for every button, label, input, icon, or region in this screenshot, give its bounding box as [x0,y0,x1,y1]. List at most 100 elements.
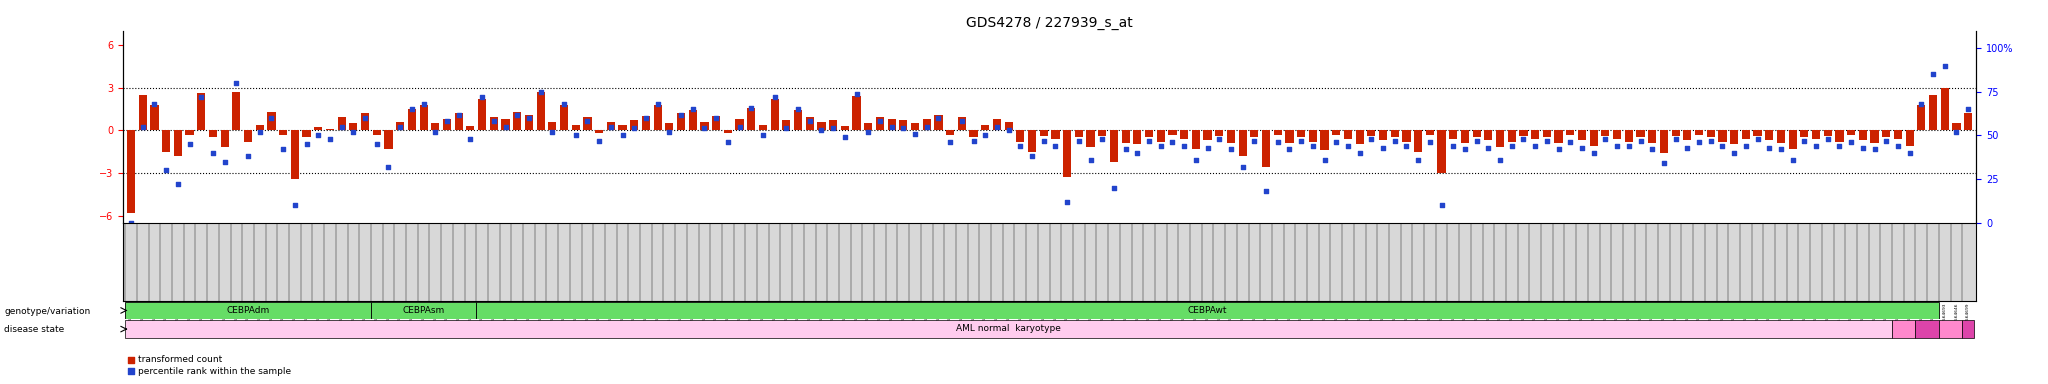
Title: GDS4278 / 227939_s_at: GDS4278 / 227939_s_at [967,16,1133,30]
Point [1706,143,1739,149]
Point [559,132,592,139]
Point [115,220,147,226]
Bar [1040,130,1049,136]
Point [1810,136,1843,142]
Point [1892,150,1925,156]
Bar [350,123,358,130]
Point [911,124,944,130]
Bar [1016,130,1024,142]
Point [887,126,920,132]
Bar [1860,130,1868,140]
Point [1647,160,1679,166]
Bar [748,108,756,130]
Point [1460,137,1493,144]
Point [618,126,651,132]
Bar [1098,130,1106,136]
Point [137,101,170,107]
Bar [653,105,662,130]
Point [197,150,229,156]
Point [1542,146,1575,152]
Point [688,126,721,132]
Bar [1520,130,1528,136]
Point [1296,143,1329,149]
Bar [1778,130,1786,143]
Point [150,167,182,174]
Bar [1542,130,1550,137]
Bar [1368,130,1376,136]
Bar [1567,130,1575,134]
Point [1483,157,1516,163]
Bar [1683,130,1692,140]
Point [266,146,299,152]
Bar [489,118,498,130]
Point [594,124,627,130]
Bar [924,119,932,130]
Point [700,115,733,121]
Bar [842,126,850,130]
Bar [338,118,346,130]
Bar [139,95,147,130]
Point [1262,139,1294,146]
Bar [1133,130,1141,144]
Point [373,164,406,170]
Point [1237,137,1270,144]
Point [1718,150,1751,156]
Point [1249,188,1282,194]
Point [1343,150,1376,156]
Bar [1753,130,1761,136]
Bar [502,119,510,130]
Bar [735,119,743,130]
Point [782,106,815,113]
Point [1098,185,1130,191]
Point [969,132,1001,139]
Point [1227,164,1260,170]
Bar [395,122,403,130]
Point [641,101,674,107]
Bar [1507,130,1516,142]
Point [524,89,557,95]
Point [805,127,838,133]
Bar [291,130,299,179]
Bar [584,118,592,130]
Point [1565,145,1597,151]
Bar [1577,130,1585,140]
Bar [1145,130,1153,137]
Bar [1765,130,1774,140]
Bar [782,120,791,130]
Point [1835,139,1868,146]
Point [301,132,334,139]
Bar [326,129,334,130]
Bar [1460,130,1468,143]
Point [748,132,780,139]
Point [793,118,825,124]
Bar [887,119,895,130]
Bar [1051,130,1059,139]
Point [1612,143,1645,149]
Point [1659,136,1692,142]
Point [338,129,371,135]
Bar [1892,320,1915,338]
Point [852,129,885,135]
Point [430,118,463,124]
Bar [1602,130,1610,136]
Bar [455,113,463,130]
Bar [1180,130,1188,139]
Point [934,139,967,146]
Point [512,115,545,121]
Bar [209,130,217,137]
Point [1473,145,1505,151]
Bar [373,130,381,134]
Point [455,136,487,142]
Bar [618,124,627,130]
Bar [150,105,158,130]
Bar [477,302,1939,319]
Point [1788,137,1821,144]
Bar [631,120,639,130]
Bar [1718,130,1726,142]
Bar [1554,130,1563,143]
Bar [125,302,371,319]
Bar [606,122,614,130]
Point [502,111,535,118]
Point [735,104,768,111]
Bar [981,124,989,130]
